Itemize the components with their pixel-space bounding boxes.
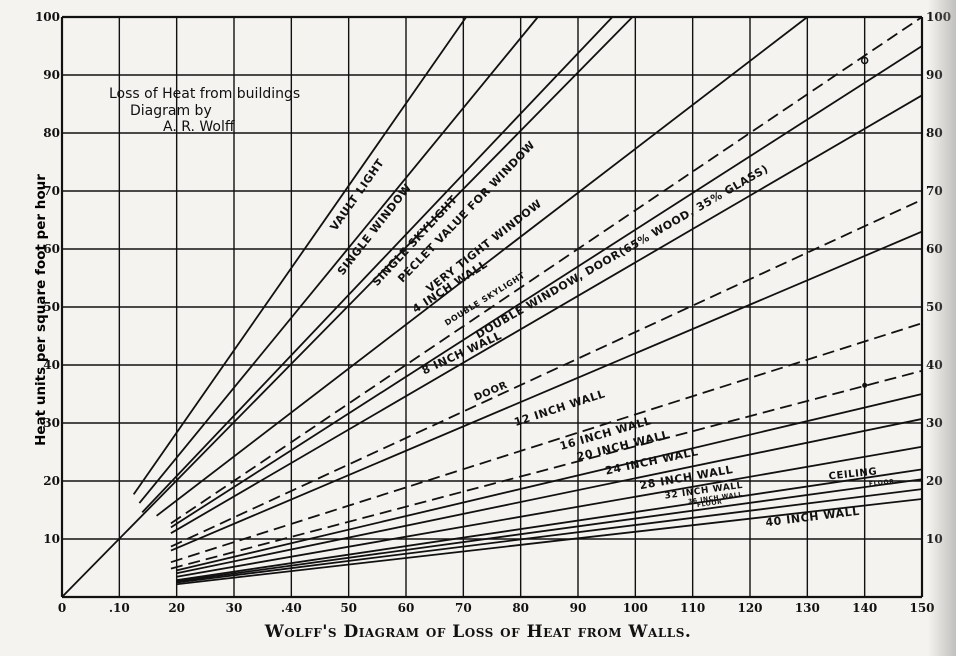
series-line — [141, 16, 614, 513]
y-tick-label-left: 90 — [43, 68, 60, 82]
x-tick-label: 60 — [398, 601, 415, 615]
page-edge-shadow — [928, 0, 956, 656]
series-line — [176, 445, 923, 578]
y-tick-label-left: 80 — [43, 126, 60, 140]
x-tick-label: .40 — [281, 601, 302, 615]
series-line — [176, 478, 923, 583]
chart-title: Loss of Heat from buildings — [109, 86, 300, 102]
series-line — [170, 369, 923, 570]
y-tick-label-left: 100 — [35, 10, 60, 24]
x-tick-label: 140 — [852, 601, 877, 615]
series-label: CEILING — [828, 466, 878, 482]
x-tick-label: 30 — [226, 601, 243, 615]
series-line — [138, 16, 539, 504]
series-label: DOOR — [473, 380, 510, 404]
x-tick-label: 130 — [795, 601, 820, 615]
x-tick-label: 20 — [168, 601, 185, 615]
series-line — [170, 322, 923, 564]
x-tick-label: 50 — [340, 601, 357, 615]
data-marker — [860, 56, 869, 65]
y-axis-label: Heat units per square foot per hour — [33, 174, 49, 446]
chart-title-block: Loss of Heat from buildings Diagram by A… — [109, 86, 300, 135]
series-line — [132, 16, 467, 495]
series-label: FLOOR — [869, 478, 895, 488]
series-label: 8 INCH WALL — [420, 329, 504, 377]
x-tick-label: .10 — [109, 601, 130, 615]
y-tick-label-left: 40 — [43, 358, 60, 372]
y-tick-label-left: 10 — [43, 532, 60, 546]
series-line — [170, 16, 923, 525]
x-tick-label: 0 — [58, 601, 66, 615]
y-tick-label-left: 50 — [43, 300, 60, 314]
x-tick-label: 120 — [737, 601, 762, 615]
series-line — [176, 418, 923, 575]
series-line — [170, 198, 923, 548]
series-label: FLOOR — [697, 499, 723, 509]
chart-series — [61, 16, 923, 598]
chart-subtitle: Diagram by — [130, 103, 212, 119]
y-tick-label-left: 30 — [43, 416, 60, 430]
series-line — [61, 16, 634, 598]
x-tick-label: 90 — [570, 601, 587, 615]
series-label: 40 INCH WALL — [765, 505, 861, 529]
y-tick-label-left: 70 — [43, 184, 60, 198]
series-line — [170, 45, 923, 529]
series-line — [176, 488, 923, 584]
x-tick-label: 80 — [512, 601, 529, 615]
chart-author: A. R. Wolff — [163, 119, 235, 135]
data-marker — [862, 382, 868, 388]
series-line — [176, 393, 923, 572]
series-line — [170, 230, 923, 552]
series-line — [156, 16, 808, 517]
y-tick-label-left: 60 — [43, 242, 60, 256]
y-tick-label-left: 20 — [43, 474, 60, 488]
series-line — [170, 94, 923, 534]
x-tick-label: 70 — [455, 601, 472, 615]
series-line — [176, 468, 923, 582]
figure-caption: Wolff's Diagram of Loss of Heat from Wal… — [264, 622, 692, 642]
series-line — [176, 498, 923, 586]
x-tick-label: 110 — [680, 601, 705, 615]
x-tick-label: 100 — [623, 601, 648, 615]
